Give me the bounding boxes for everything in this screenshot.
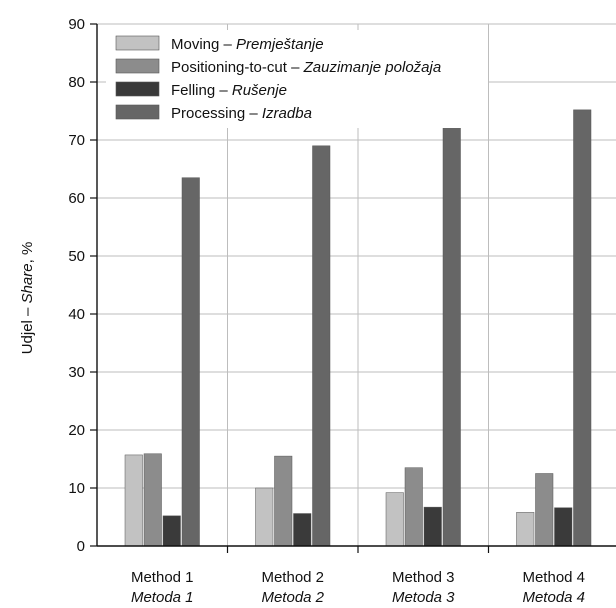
y-tick-label: 50: [68, 248, 85, 265]
x-category-sublabel: Metoda 2: [261, 589, 324, 606]
x-category-sublabel: Metoda 1: [131, 589, 194, 606]
bar: [312, 145, 331, 547]
legend-swatch: [115, 104, 160, 120]
legend-entry-name: Felling: [171, 82, 215, 99]
legend-entry-separator: –: [219, 36, 236, 53]
legend-swatch: [115, 81, 160, 97]
y-axis-title: Udjel – Share, %: [19, 242, 36, 355]
legend-entry-translation: Zauzimanje položaja: [303, 59, 442, 76]
axes: [90, 23, 616, 553]
legend-entry: Felling – Rušenje: [171, 82, 287, 99]
x-category-label: Method 2: [261, 569, 324, 586]
x-category-label: Method 1: [131, 569, 194, 586]
bar: [162, 515, 181, 547]
y-tick-label: 30: [68, 364, 85, 381]
legend: Moving – Premještanje Positioning-to-cut …: [106, 30, 488, 128]
y-tick-labels: 0 10 20 30 40 50 60 70 80 90: [68, 16, 85, 555]
y-tick-label: 70: [68, 132, 85, 149]
bar: [516, 512, 535, 547]
legend-entry-separator: –: [245, 105, 262, 122]
bar: [143, 453, 162, 547]
bar: [423, 506, 442, 547]
x-category-sublabel: Metoda 4: [522, 589, 585, 606]
legend-entry: Positioning-to-cut – Zauzimanje položaja: [171, 59, 441, 76]
bar: [274, 455, 293, 547]
bar: [535, 473, 554, 547]
y-tick-label: 0: [77, 538, 85, 555]
bar: [124, 454, 143, 547]
bar: [385, 492, 404, 547]
bar: [573, 109, 592, 547]
bar: [255, 487, 274, 547]
y-tick-label: 60: [68, 190, 85, 207]
bar: [404, 467, 423, 547]
legend-entry-name: Processing: [171, 105, 245, 122]
x-category-label: Method 3: [392, 569, 455, 586]
legend-entry-separator: –: [287, 59, 304, 76]
x-category-label: Method 4: [522, 569, 585, 586]
y-axis-title-unit: , %: [19, 242, 36, 264]
x-category-labels: Method 1 Metoda 1 Method 2 Metoda 2 Method 3…: [131, 569, 585, 606]
legend-entry: Processing – Izradba: [171, 105, 312, 122]
bars: [124, 94, 592, 547]
legend-entry-translation: Premještanje: [236, 36, 324, 53]
legend-swatch: [115, 35, 160, 51]
legend-entry-name: Positioning-to-cut: [171, 59, 288, 76]
y-tick-label: 80: [68, 74, 85, 91]
legend-background: [106, 30, 488, 128]
bar: [181, 177, 200, 547]
y-tick-label: 40: [68, 306, 85, 323]
y-axis-title-italic: Share: [19, 263, 36, 303]
y-tick-label: 90: [68, 16, 85, 33]
legend-entry: Moving – Premještanje: [171, 36, 324, 53]
legend-entry-separator: –: [215, 82, 232, 99]
y-tick-label: 20: [68, 422, 85, 439]
legend-entry-name: Moving: [171, 36, 219, 53]
legend-swatch: [115, 58, 160, 74]
legend-entry-translation: Izradba: [262, 105, 312, 122]
bar: [293, 513, 312, 547]
bar: [442, 94, 461, 547]
y-axis-title-main: Udjel: [19, 320, 36, 354]
legend-entry-translation: Rušenje: [232, 82, 287, 99]
bar: [554, 507, 573, 547]
y-axis-title-separator: –: [19, 303, 36, 320]
x-category-sublabel: Metoda 3: [392, 589, 455, 606]
y-tick-label: 10: [68, 480, 85, 497]
